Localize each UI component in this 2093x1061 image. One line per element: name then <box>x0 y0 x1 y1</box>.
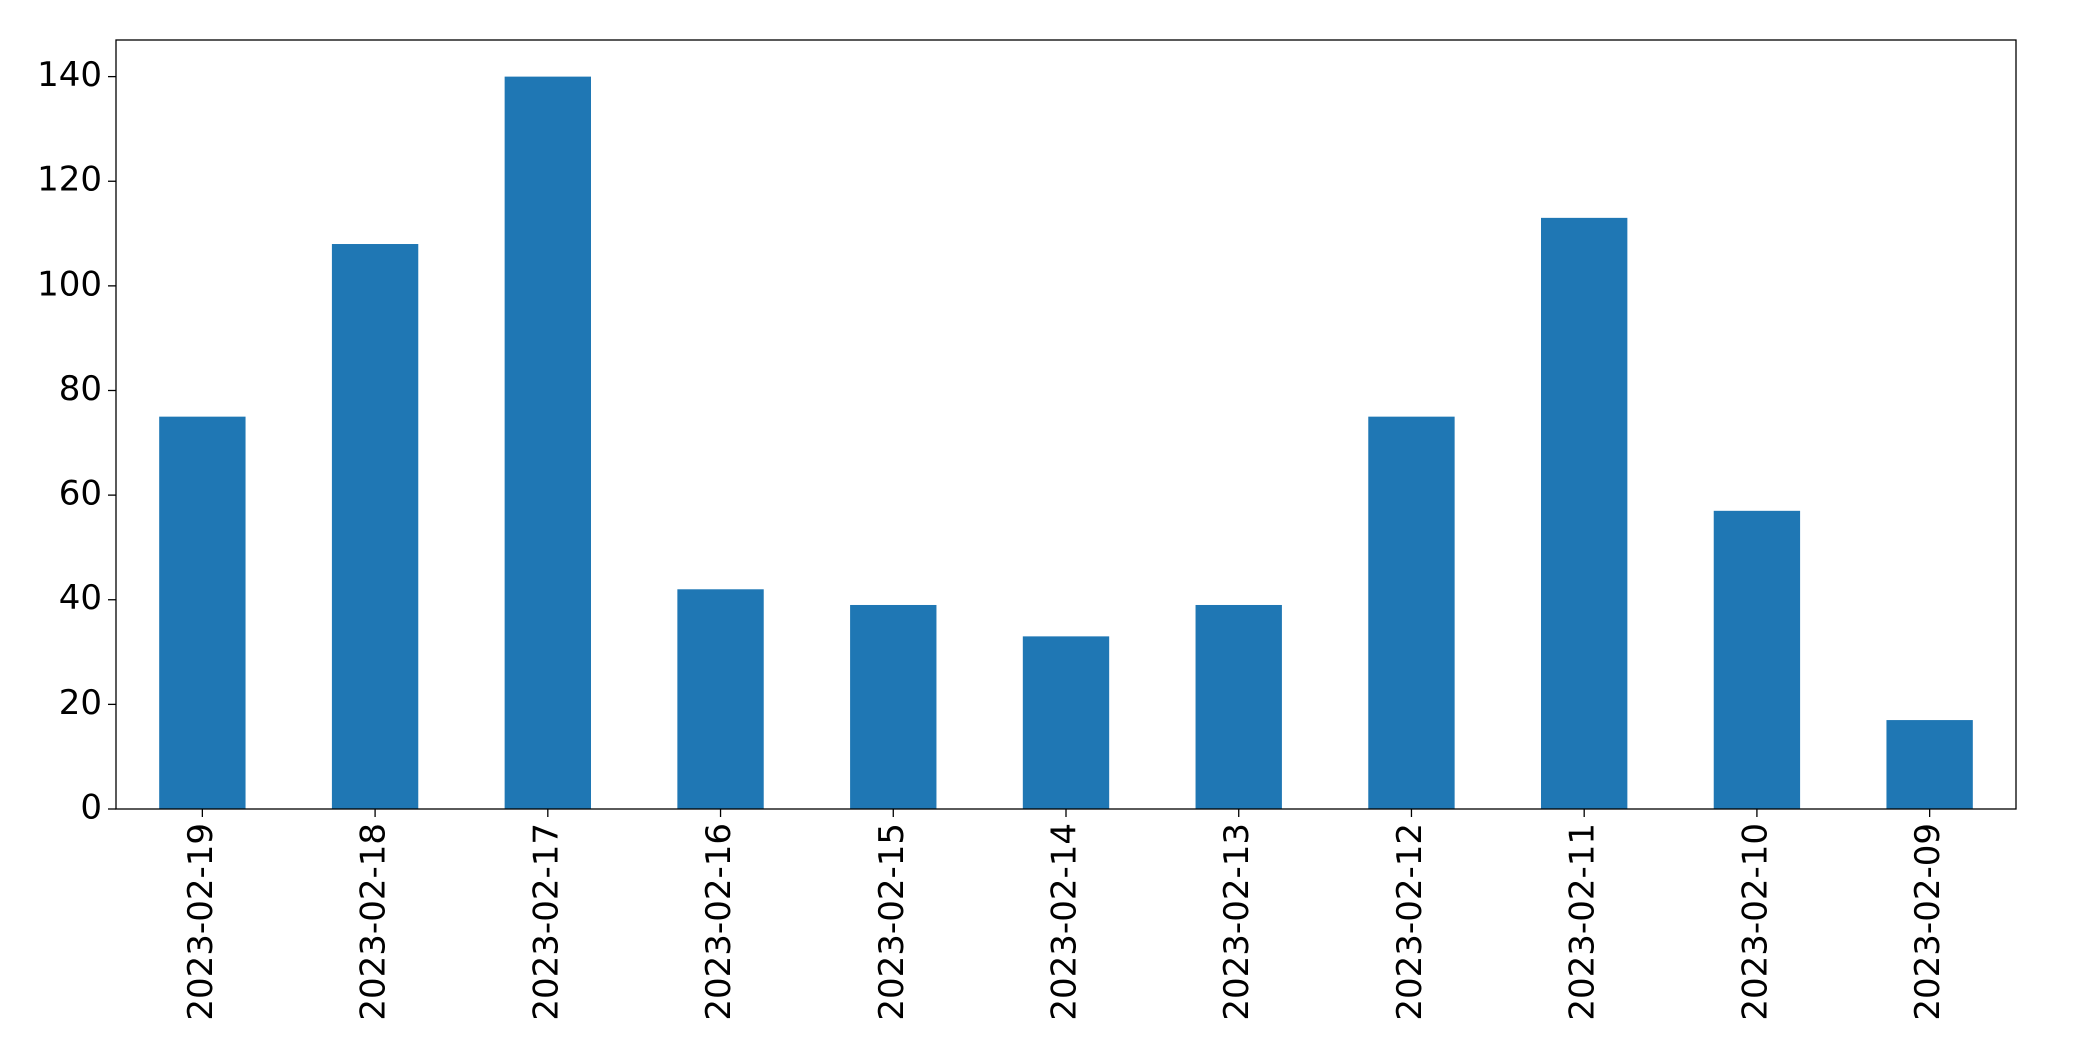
bar <box>1195 604 1282 809</box>
plot-frame <box>115 39 2017 810</box>
x-tick-label: 2023-02-12 <box>1390 823 1430 1021</box>
x-tick-label: 2023-02-14 <box>1045 823 1085 1021</box>
bar <box>850 604 937 809</box>
y-tick-label: 140 <box>37 55 102 95</box>
x-tick-label: 2023-02-19 <box>181 823 221 1021</box>
x-tick-label: 2023-02-17 <box>526 823 566 1021</box>
bar <box>677 589 764 809</box>
bar <box>1368 416 1455 809</box>
bar <box>331 244 419 810</box>
y-tick-label: 40 <box>59 578 102 618</box>
bar <box>1886 720 1973 809</box>
y-tick-label: 0 <box>80 788 102 828</box>
y-tick-label: 80 <box>59 369 102 409</box>
x-tick-label: 2023-02-10 <box>1735 823 1775 1021</box>
bar <box>1713 510 1801 809</box>
x-tick-label: 2023-02-09 <box>1908 823 1948 1021</box>
x-tick-label: 2023-02-16 <box>699 823 739 1021</box>
y-tick-label: 20 <box>59 683 102 723</box>
bar <box>159 416 246 809</box>
y-tick-label: 120 <box>37 160 102 200</box>
x-tick-label: 2023-02-13 <box>1217 823 1257 1021</box>
bar <box>504 76 591 810</box>
bar <box>1541 217 1628 809</box>
bar <box>1022 636 1110 809</box>
x-tick-label: 2023-02-18 <box>354 823 394 1021</box>
y-tick-label: 60 <box>59 474 102 514</box>
x-tick-label: 2023-02-11 <box>1563 823 1603 1021</box>
y-tick-label: 100 <box>37 264 102 304</box>
x-tick-label: 2023-02-15 <box>872 823 912 1021</box>
